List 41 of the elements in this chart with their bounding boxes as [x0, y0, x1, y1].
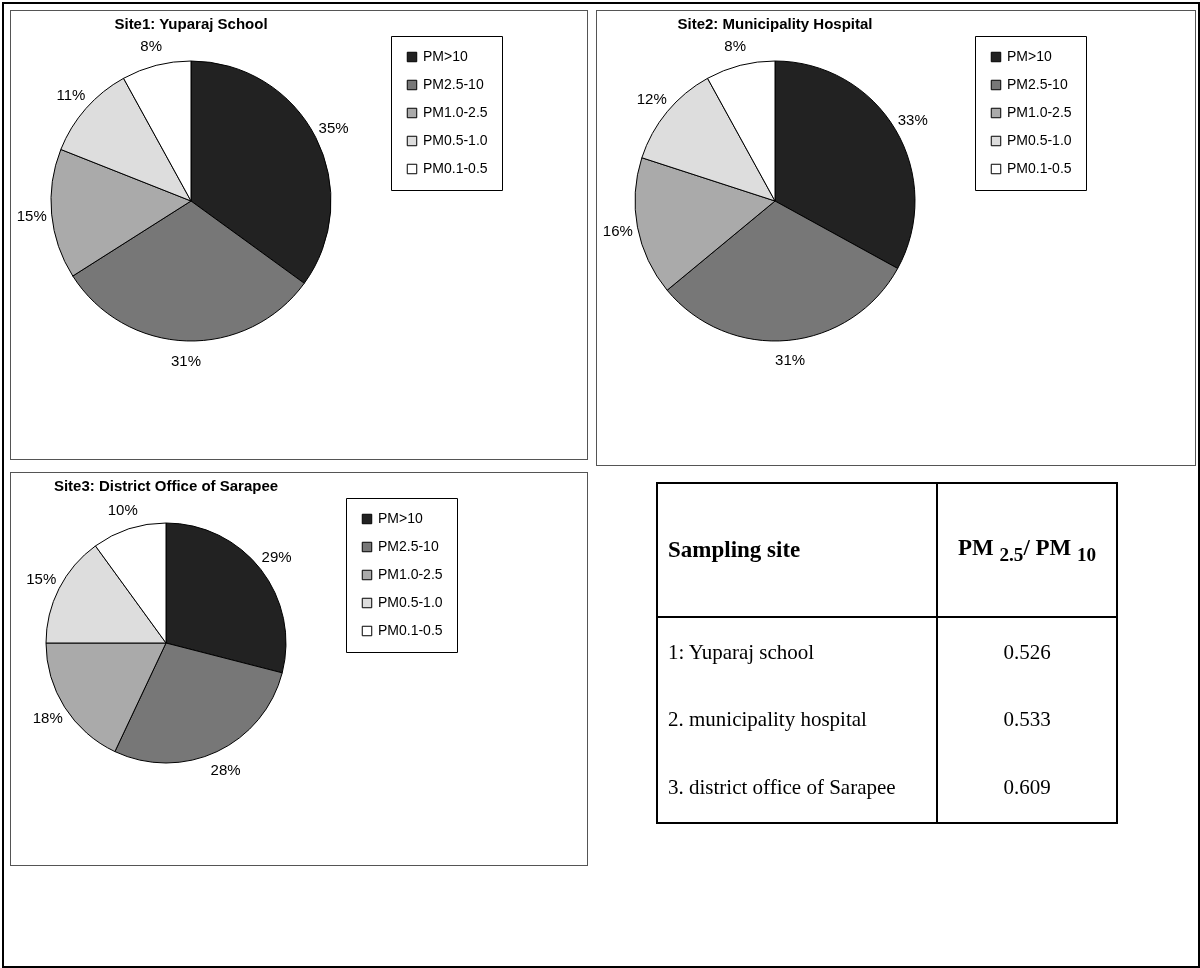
data-label: 28% [210, 760, 241, 778]
data-label: 16% [602, 221, 633, 239]
legend-label: PM0.5-1.0 [1007, 132, 1072, 148]
chart-title: Site2: Municipality Hospital [677, 14, 873, 32]
legend-label: PM1.0-2.5 [1007, 104, 1072, 120]
category-label: 3. district office of Sarapee [657, 753, 938, 823]
legend-label: PM2.5-10 [423, 76, 484, 92]
data-label: 11% [56, 86, 86, 104]
legend-label: PM>10 [1007, 48, 1052, 64]
legend-label: PM>10 [423, 48, 468, 64]
legend-label: PM0.1-0.5 [1007, 160, 1072, 176]
data-label: 12% [636, 90, 667, 108]
legend-label: PM2.5-10 [378, 538, 439, 554]
category-label: 1: Yuparaj school [657, 617, 938, 687]
data-label: 31% [775, 351, 806, 369]
chart-title: Site3: District Office of Sarapee [53, 476, 279, 494]
data-label: 31% [170, 351, 201, 369]
text: Sampling site [657, 483, 938, 617]
category-label: 2. municipality hospital [657, 686, 938, 754]
legend-label: PM0.5-1.0 [378, 594, 443, 610]
data-label: 8% [140, 37, 163, 55]
data-label: 35% [318, 119, 349, 137]
legend-label: PM0.1-0.5 [378, 622, 443, 638]
data-label: 15% [26, 570, 57, 588]
legend-label: PM1.0-2.5 [423, 104, 488, 120]
legend-label: PM0.5-1.0 [423, 132, 488, 148]
data-label: 15% [16, 207, 47, 225]
legend-label: PM1.0-2.5 [378, 566, 443, 582]
data-label: 0.533 [937, 686, 1117, 754]
chart-title: Site1: Yuparaj School [114, 14, 268, 32]
legend-label: PM2.5-10 [1007, 76, 1068, 92]
data-label: 10% [107, 500, 138, 518]
data-label: 33% [897, 110, 928, 128]
legend-label: PM>10 [378, 510, 423, 526]
data-label: 8% [724, 37, 747, 55]
data-label: 0.609 [937, 753, 1117, 823]
data-label: 0.526 [937, 617, 1117, 687]
data-label: 29% [261, 548, 292, 566]
data-label: 18% [32, 709, 63, 727]
legend-label: PM0.1-0.5 [423, 160, 488, 176]
text: PM $_{2.5}$/ PM $_{10}$ [937, 483, 1117, 617]
